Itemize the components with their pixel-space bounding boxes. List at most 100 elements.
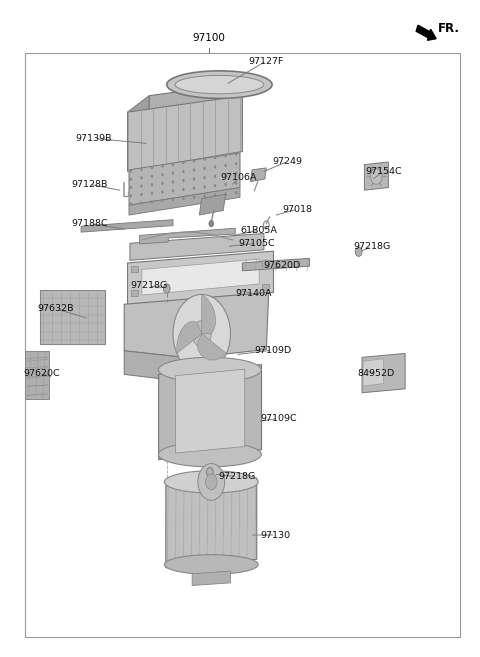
Polygon shape [81,219,173,232]
Circle shape [161,182,164,185]
Circle shape [204,158,206,161]
Polygon shape [124,351,190,382]
Text: 97620D: 97620D [264,261,301,270]
Circle shape [130,186,132,189]
FancyArrow shape [416,25,436,40]
Circle shape [225,193,227,196]
Ellipse shape [158,442,261,467]
Bar [262,260,269,266]
Ellipse shape [158,357,261,382]
Circle shape [193,187,195,190]
Polygon shape [242,258,310,271]
Circle shape [371,169,382,184]
Circle shape [235,181,238,185]
Circle shape [172,180,174,183]
Circle shape [172,198,174,201]
Circle shape [204,176,206,179]
Circle shape [130,177,132,181]
Text: 97218G: 97218G [353,242,390,251]
Circle shape [140,168,143,171]
Circle shape [182,196,185,200]
Polygon shape [149,83,242,158]
Text: 97249: 97249 [273,157,303,166]
Polygon shape [362,353,405,393]
Circle shape [130,202,132,206]
Polygon shape [140,228,235,244]
Text: 97127F: 97127F [249,57,284,66]
Bar [131,290,138,296]
Circle shape [182,170,185,173]
Circle shape [161,164,164,168]
Circle shape [161,199,164,202]
Text: 97140A: 97140A [235,289,272,298]
Circle shape [214,166,216,169]
Ellipse shape [164,471,258,493]
Circle shape [205,474,217,489]
Text: 97109D: 97109D [254,346,291,355]
Polygon shape [129,187,240,215]
Circle shape [192,321,211,347]
Circle shape [225,164,227,167]
Circle shape [151,183,153,187]
Polygon shape [142,259,259,295]
Circle shape [163,284,170,293]
Text: 97154C: 97154C [365,167,402,175]
Text: FR.: FR. [438,22,460,35]
Text: 97018: 97018 [282,205,312,214]
Circle shape [140,193,143,196]
Circle shape [214,175,216,178]
Text: 97105C: 97105C [239,238,275,248]
Circle shape [225,173,227,177]
Text: 97130: 97130 [260,530,290,539]
Circle shape [173,294,230,373]
Polygon shape [158,365,262,460]
Polygon shape [364,162,388,190]
Circle shape [214,193,216,196]
Text: 97632B: 97632B [37,304,74,313]
Circle shape [204,167,206,170]
Circle shape [140,176,143,179]
Circle shape [209,220,214,227]
Text: 97128B: 97128B [71,180,108,189]
Text: 97218G: 97218G [131,281,168,290]
Circle shape [225,154,227,158]
Polygon shape [166,478,257,568]
Circle shape [193,168,195,171]
Circle shape [172,163,174,166]
Circle shape [130,170,132,173]
Polygon shape [251,168,266,181]
Text: 97188C: 97188C [71,219,108,228]
Circle shape [206,468,213,477]
Circle shape [172,189,174,193]
Circle shape [235,172,238,175]
Circle shape [198,464,225,500]
Circle shape [161,173,164,176]
Bar [262,284,269,290]
Text: 97109C: 97109C [260,414,297,423]
Polygon shape [130,233,264,260]
Ellipse shape [167,71,272,99]
Polygon shape [128,251,274,305]
Circle shape [235,152,238,156]
Text: 97100: 97100 [192,33,225,43]
Circle shape [130,194,132,197]
Circle shape [193,159,195,162]
Circle shape [214,184,216,187]
Circle shape [214,156,216,159]
Text: 97139B: 97139B [76,134,112,143]
Ellipse shape [164,555,258,574]
Polygon shape [202,294,216,334]
Circle shape [204,185,206,189]
Circle shape [193,196,195,199]
Circle shape [151,192,153,195]
Polygon shape [199,194,226,215]
Bar [24,53,460,637]
Polygon shape [177,321,202,353]
Circle shape [182,161,185,164]
Circle shape [151,166,153,170]
Polygon shape [192,571,230,585]
Circle shape [140,201,143,204]
Circle shape [161,191,164,194]
Polygon shape [124,292,269,358]
Bar [131,266,138,272]
